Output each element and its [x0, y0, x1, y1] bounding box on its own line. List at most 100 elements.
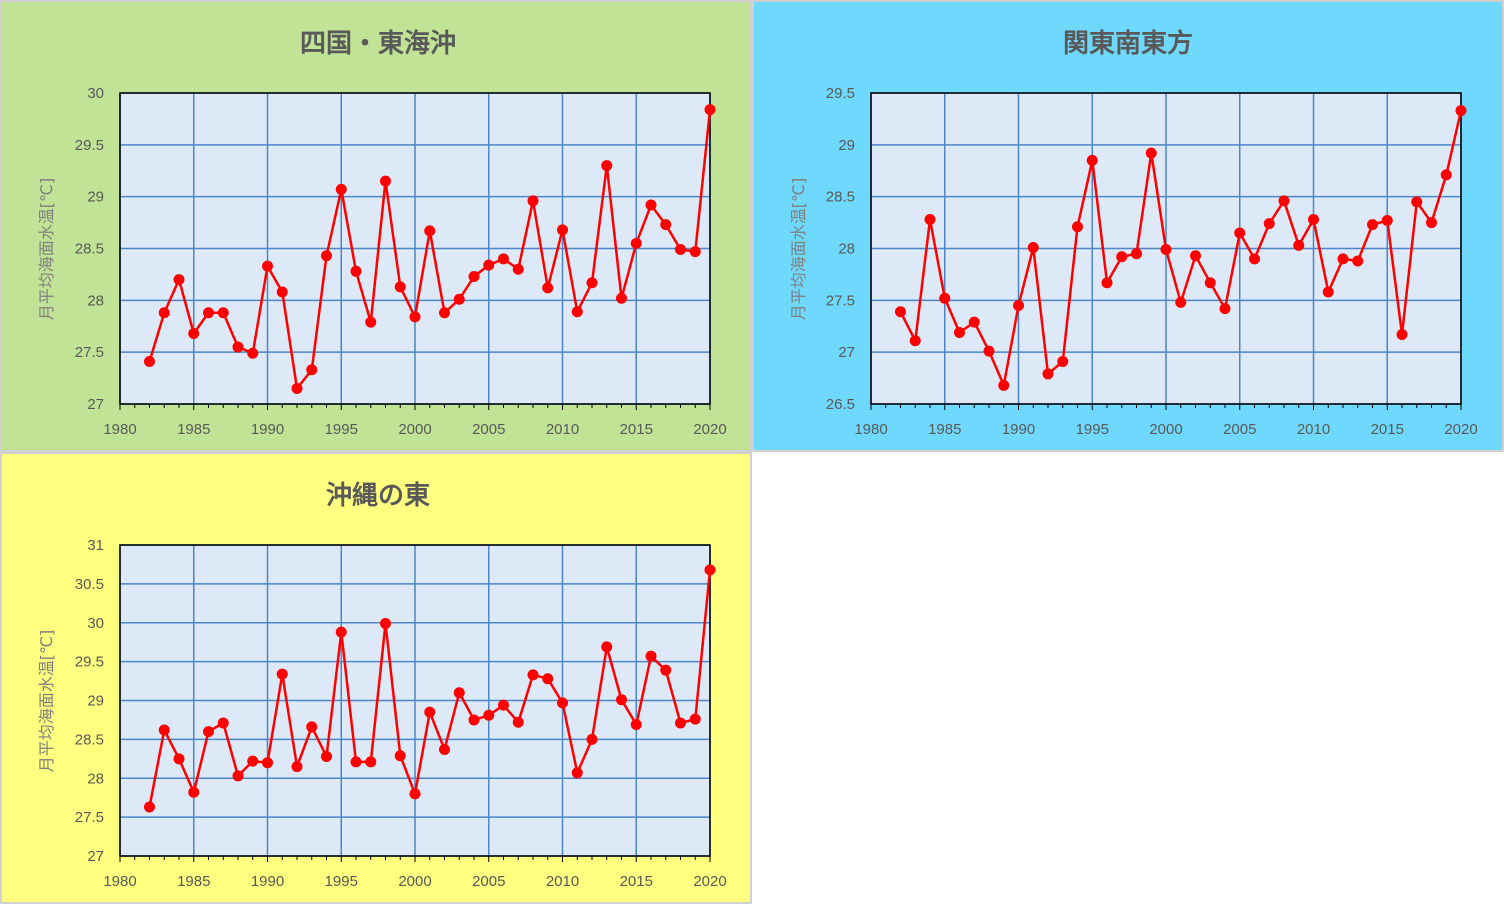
- data-point: [217, 717, 229, 729]
- data-point: [306, 721, 318, 733]
- y-tick-label: 27: [838, 344, 855, 361]
- x-tick-label: 1995: [325, 421, 358, 438]
- y-axis-label: 月平均海面水温[℃]: [37, 178, 56, 320]
- data-point: [203, 726, 214, 738]
- x-tick-label: 1995: [1076, 421, 1109, 438]
- y-tick-label: 28: [87, 292, 104, 309]
- plot-border: [119, 92, 711, 405]
- data-point: [483, 259, 495, 271]
- data-point: [365, 756, 377, 768]
- data-point: [1027, 241, 1039, 253]
- data-point: [262, 260, 273, 272]
- data-point: [276, 286, 288, 298]
- data-point: [468, 270, 480, 282]
- data-point: [1308, 213, 1319, 225]
- data-point: [1293, 239, 1305, 251]
- x-tick-label: 1990: [1002, 421, 1035, 438]
- x-tick-label: 1985: [928, 421, 961, 438]
- y-tick-label: 27.5: [75, 809, 104, 826]
- y-tick-label: 28.5: [75, 731, 104, 748]
- data-point: [557, 224, 568, 236]
- x-tick-label: 2010: [546, 873, 579, 890]
- y-tick-label: 29.5: [75, 654, 104, 671]
- data-point: [232, 341, 244, 353]
- data-point: [232, 770, 244, 782]
- data-point: [968, 316, 980, 328]
- data-point: [630, 237, 642, 249]
- data-point: [203, 307, 214, 319]
- data-point: [1263, 218, 1275, 230]
- data-point: [660, 219, 672, 231]
- y-tick-label: 29: [87, 189, 104, 206]
- x-tick-label: 2010: [546, 421, 579, 438]
- data-point: [453, 687, 465, 699]
- data-point: [998, 379, 1010, 391]
- data-point: [1322, 286, 1334, 298]
- y-tick-label: 31: [87, 537, 104, 554]
- data-point: [409, 788, 421, 800]
- data-point: [616, 292, 627, 304]
- x-tick-label: 2020: [693, 421, 726, 438]
- data-point: [1234, 227, 1246, 239]
- x-tick-label: 2000: [398, 421, 431, 438]
- data-point: [1204, 277, 1216, 289]
- y-tick-label: 28.5: [75, 241, 104, 258]
- x-tick-label: 1995: [325, 873, 358, 890]
- chart-panel-shikoku-tokai: 四国・東海沖 月平均海面水温[℃] 1980 1985 1990 1995 2000 20…: [0, 0, 752, 452]
- data-point: [542, 673, 554, 685]
- y-tick-label: 30: [87, 615, 104, 632]
- data-point: [512, 716, 524, 728]
- data-point: [247, 755, 259, 767]
- data-point: [291, 761, 303, 773]
- data-point: [158, 307, 170, 319]
- data-point: [188, 786, 200, 798]
- data-point: [660, 664, 672, 676]
- data-point: [586, 277, 598, 289]
- y-axis-label: 月平均海面水温[℃]: [37, 630, 56, 772]
- data-point: [512, 263, 524, 275]
- data-point: [276, 668, 288, 680]
- plot-border: [870, 92, 1462, 405]
- data-point: [158, 724, 170, 736]
- x-tick-label: 2020: [693, 873, 726, 890]
- chart-title: 四国・東海沖: [300, 29, 456, 59]
- data-point: [350, 265, 362, 277]
- data-point: [424, 225, 436, 237]
- data-point: [1013, 300, 1024, 312]
- data-point: [601, 641, 613, 653]
- data-point: [1190, 250, 1201, 262]
- data-point: [335, 183, 347, 195]
- data-point: [689, 713, 701, 725]
- x-tick-label: 2005: [472, 873, 505, 890]
- data-point: [380, 175, 391, 187]
- data-point: [1116, 251, 1128, 263]
- data-point: [144, 355, 155, 367]
- data-point: [924, 213, 936, 225]
- chart-svg: 関東南東方 月平均海面水温[℃] 1980 1985 1990 1995 2000 200…: [789, 28, 1478, 438]
- x-tick-label: 2015: [620, 873, 653, 890]
- data-point: [173, 274, 185, 286]
- data-point: [188, 328, 200, 340]
- data-point: [439, 743, 450, 755]
- x-tick-label: 1990: [251, 873, 284, 890]
- chart-panel-kanto-southeast: 関東南東方 月平均海面水温[℃] 1980 1985 1990 1995 2000 200…: [752, 0, 1504, 452]
- y-tick-label: 30.5: [75, 576, 104, 593]
- x-tick-label: 2005: [472, 421, 505, 438]
- data-point: [1367, 219, 1378, 231]
- x-tick-label: 1980: [854, 421, 887, 438]
- data-point: [1352, 255, 1364, 267]
- data-point: [1440, 169, 1452, 181]
- data-point: [1426, 217, 1437, 229]
- data-point: [675, 244, 686, 256]
- chart-svg: 沖縄の東 月平均海面水温[℃] 1980 1985 1990 1995 2000 2005…: [37, 481, 727, 890]
- data-point: [1101, 277, 1113, 289]
- y-tick-label: 27.5: [826, 292, 855, 309]
- x-tick-label: 2000: [398, 873, 431, 890]
- y-tick-label: 28: [87, 770, 104, 787]
- plot-border: [119, 544, 711, 857]
- x-tick-label: 2005: [1223, 421, 1256, 438]
- y-tick-label: 28: [838, 241, 855, 258]
- data-point: [1145, 147, 1157, 159]
- y-tick-label: 29: [87, 693, 104, 710]
- data-point: [630, 719, 642, 731]
